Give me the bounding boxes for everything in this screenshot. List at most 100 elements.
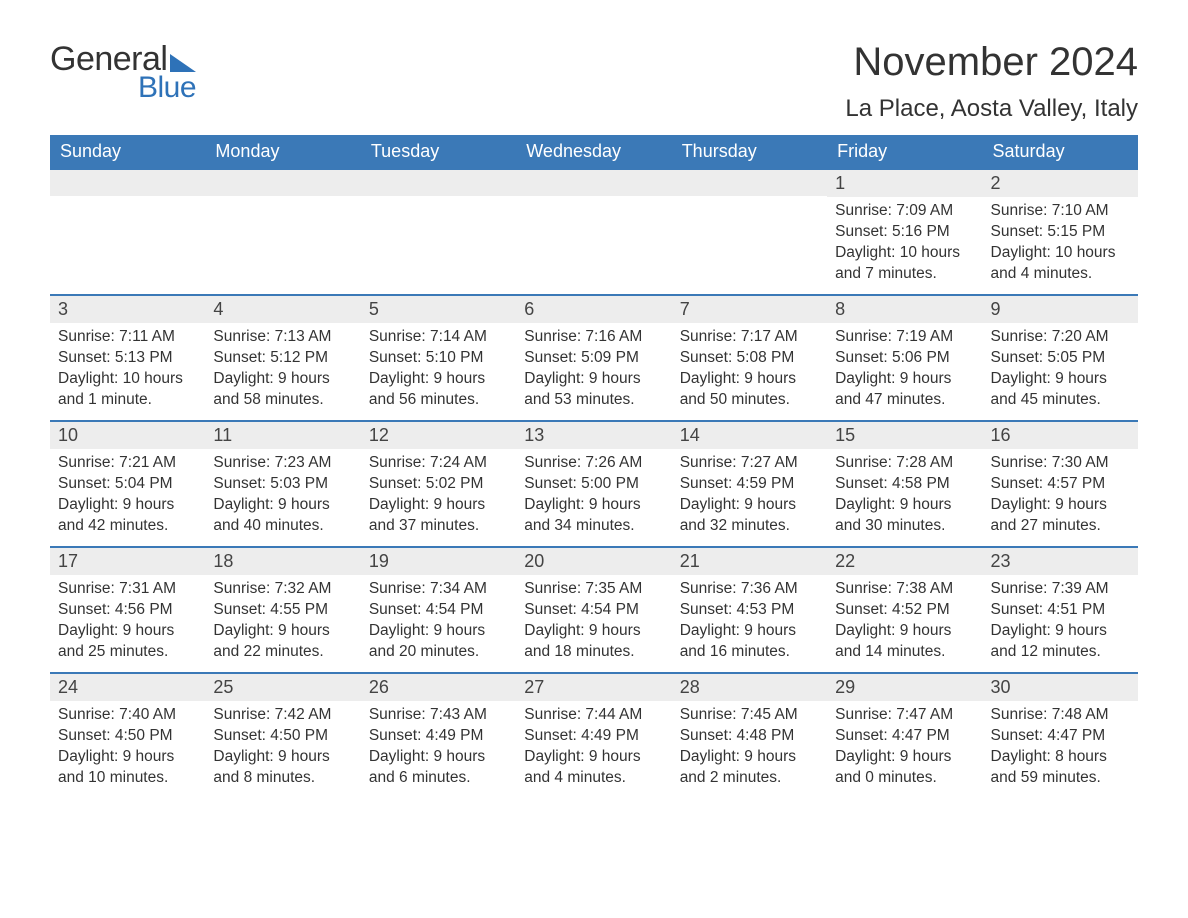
- sunset-line: Sunset: 5:15 PM: [991, 222, 1130, 243]
- calendar-cell: 22Sunrise: 7:38 AMSunset: 4:52 PMDayligh…: [827, 546, 982, 672]
- daylight-line: Daylight: 9 hours and 56 minutes.: [369, 369, 508, 411]
- sunset-line: Sunset: 4:48 PM: [680, 726, 819, 747]
- calendar-cell: [516, 168, 671, 294]
- sunset-line: Sunset: 5:05 PM: [991, 348, 1130, 369]
- daylight-line: Daylight: 9 hours and 0 minutes.: [835, 747, 974, 789]
- day-number: 2: [983, 168, 1138, 197]
- day-number: 9: [983, 294, 1138, 323]
- sunrise-line: Sunrise: 7:45 AM: [680, 705, 819, 726]
- day-number: 6: [516, 294, 671, 323]
- sunrise-line: Sunrise: 7:11 AM: [58, 327, 197, 348]
- day-details: Sunrise: 7:13 AMSunset: 5:12 PMDaylight:…: [205, 323, 360, 419]
- calendar-cell: 7Sunrise: 7:17 AMSunset: 5:08 PMDaylight…: [672, 294, 827, 420]
- day-number: 19: [361, 546, 516, 575]
- sunrise-line: Sunrise: 7:24 AM: [369, 453, 508, 474]
- day-number: 17: [50, 546, 205, 575]
- daylight-line: Daylight: 9 hours and 20 minutes.: [369, 621, 508, 663]
- sunset-line: Sunset: 4:53 PM: [680, 600, 819, 621]
- sunrise-line: Sunrise: 7:47 AM: [835, 705, 974, 726]
- day-number: 13: [516, 420, 671, 449]
- daylight-line: Daylight: 9 hours and 4 minutes.: [524, 747, 663, 789]
- day-number: 10: [50, 420, 205, 449]
- calendar-cell: 30Sunrise: 7:48 AMSunset: 4:47 PMDayligh…: [983, 672, 1138, 798]
- calendar-cell: [361, 168, 516, 294]
- calendar-cell: 15Sunrise: 7:28 AMSunset: 4:58 PMDayligh…: [827, 420, 982, 546]
- sunset-line: Sunset: 4:55 PM: [213, 600, 352, 621]
- day-details: Sunrise: 7:10 AMSunset: 5:15 PMDaylight:…: [983, 197, 1138, 293]
- calendar-cell: 28Sunrise: 7:45 AMSunset: 4:48 PMDayligh…: [672, 672, 827, 798]
- daylight-line: Daylight: 9 hours and 30 minutes.: [835, 495, 974, 537]
- calendar-cell: [205, 168, 360, 294]
- calendar-body: 1Sunrise: 7:09 AMSunset: 5:16 PMDaylight…: [50, 168, 1138, 798]
- sunrise-line: Sunrise: 7:20 AM: [991, 327, 1130, 348]
- sunrise-line: Sunrise: 7:34 AM: [369, 579, 508, 600]
- sunrise-line: Sunrise: 7:27 AM: [680, 453, 819, 474]
- empty-daynum-bar: [205, 168, 360, 196]
- daylight-line: Daylight: 9 hours and 45 minutes.: [991, 369, 1130, 411]
- daylight-line: Daylight: 9 hours and 16 minutes.: [680, 621, 819, 663]
- calendar-cell: 17Sunrise: 7:31 AMSunset: 4:56 PMDayligh…: [50, 546, 205, 672]
- calendar-table: SundayMondayTuesdayWednesdayThursdayFrid…: [50, 135, 1138, 798]
- day-details: Sunrise: 7:43 AMSunset: 4:49 PMDaylight:…: [361, 701, 516, 797]
- day-number: 25: [205, 672, 360, 701]
- sunset-line: Sunset: 4:50 PM: [58, 726, 197, 747]
- calendar-week-row: 24Sunrise: 7:40 AMSunset: 4:50 PMDayligh…: [50, 672, 1138, 798]
- calendar-cell: [672, 168, 827, 294]
- day-details: Sunrise: 7:21 AMSunset: 5:04 PMDaylight:…: [50, 449, 205, 545]
- weekday-header: Thursday: [672, 135, 827, 168]
- title-block: November 2024 La Place, Aosta Valley, It…: [845, 40, 1138, 123]
- weekday-header: Friday: [827, 135, 982, 168]
- day-number: 1: [827, 168, 982, 197]
- daylight-line: Daylight: 9 hours and 22 minutes.: [213, 621, 352, 663]
- header: General Blue November 2024 La Place, Aos…: [50, 40, 1138, 123]
- sunset-line: Sunset: 5:10 PM: [369, 348, 508, 369]
- sunset-line: Sunset: 4:54 PM: [369, 600, 508, 621]
- day-details: Sunrise: 7:28 AMSunset: 4:58 PMDaylight:…: [827, 449, 982, 545]
- day-details: Sunrise: 7:30 AMSunset: 4:57 PMDaylight:…: [983, 449, 1138, 545]
- calendar-cell: 4Sunrise: 7:13 AMSunset: 5:12 PMDaylight…: [205, 294, 360, 420]
- daylight-line: Daylight: 10 hours and 4 minutes.: [991, 243, 1130, 285]
- sunrise-line: Sunrise: 7:35 AM: [524, 579, 663, 600]
- day-number: 4: [205, 294, 360, 323]
- sunset-line: Sunset: 5:09 PM: [524, 348, 663, 369]
- day-details: Sunrise: 7:34 AMSunset: 4:54 PMDaylight:…: [361, 575, 516, 671]
- calendar-cell: 1Sunrise: 7:09 AMSunset: 5:16 PMDaylight…: [827, 168, 982, 294]
- calendar-cell: 14Sunrise: 7:27 AMSunset: 4:59 PMDayligh…: [672, 420, 827, 546]
- sunrise-line: Sunrise: 7:23 AM: [213, 453, 352, 474]
- day-number: 15: [827, 420, 982, 449]
- calendar-cell: 20Sunrise: 7:35 AMSunset: 4:54 PMDayligh…: [516, 546, 671, 672]
- calendar-cell: 29Sunrise: 7:47 AMSunset: 4:47 PMDayligh…: [827, 672, 982, 798]
- day-details: Sunrise: 7:26 AMSunset: 5:00 PMDaylight:…: [516, 449, 671, 545]
- day-number: 11: [205, 420, 360, 449]
- sunrise-line: Sunrise: 7:14 AM: [369, 327, 508, 348]
- day-number: 28: [672, 672, 827, 701]
- daylight-line: Daylight: 9 hours and 8 minutes.: [213, 747, 352, 789]
- day-details: Sunrise: 7:44 AMSunset: 4:49 PMDaylight:…: [516, 701, 671, 797]
- day-details: Sunrise: 7:39 AMSunset: 4:51 PMDaylight:…: [983, 575, 1138, 671]
- weekday-header: Wednesday: [516, 135, 671, 168]
- day-number: 20: [516, 546, 671, 575]
- sunrise-line: Sunrise: 7:19 AM: [835, 327, 974, 348]
- day-details: Sunrise: 7:38 AMSunset: 4:52 PMDaylight:…: [827, 575, 982, 671]
- day-details: Sunrise: 7:48 AMSunset: 4:47 PMDaylight:…: [983, 701, 1138, 797]
- sunset-line: Sunset: 4:49 PM: [524, 726, 663, 747]
- day-details: Sunrise: 7:45 AMSunset: 4:48 PMDaylight:…: [672, 701, 827, 797]
- sunset-line: Sunset: 5:16 PM: [835, 222, 974, 243]
- day-number: 22: [827, 546, 982, 575]
- calendar-cell: 10Sunrise: 7:21 AMSunset: 5:04 PMDayligh…: [50, 420, 205, 546]
- daylight-line: Daylight: 9 hours and 2 minutes.: [680, 747, 819, 789]
- daylight-line: Daylight: 9 hours and 6 minutes.: [369, 747, 508, 789]
- sunrise-line: Sunrise: 7:10 AM: [991, 201, 1130, 222]
- day-details: Sunrise: 7:47 AMSunset: 4:47 PMDaylight:…: [827, 701, 982, 797]
- day-details: Sunrise: 7:20 AMSunset: 5:05 PMDaylight:…: [983, 323, 1138, 419]
- daylight-line: Daylight: 9 hours and 40 minutes.: [213, 495, 352, 537]
- sunset-line: Sunset: 5:12 PM: [213, 348, 352, 369]
- day-details: Sunrise: 7:40 AMSunset: 4:50 PMDaylight:…: [50, 701, 205, 797]
- sunrise-line: Sunrise: 7:17 AM: [680, 327, 819, 348]
- calendar-week-row: 3Sunrise: 7:11 AMSunset: 5:13 PMDaylight…: [50, 294, 1138, 420]
- day-details: Sunrise: 7:36 AMSunset: 4:53 PMDaylight:…: [672, 575, 827, 671]
- sunrise-line: Sunrise: 7:43 AM: [369, 705, 508, 726]
- day-number: 7: [672, 294, 827, 323]
- daylight-line: Daylight: 8 hours and 59 minutes.: [991, 747, 1130, 789]
- day-details: Sunrise: 7:31 AMSunset: 4:56 PMDaylight:…: [50, 575, 205, 671]
